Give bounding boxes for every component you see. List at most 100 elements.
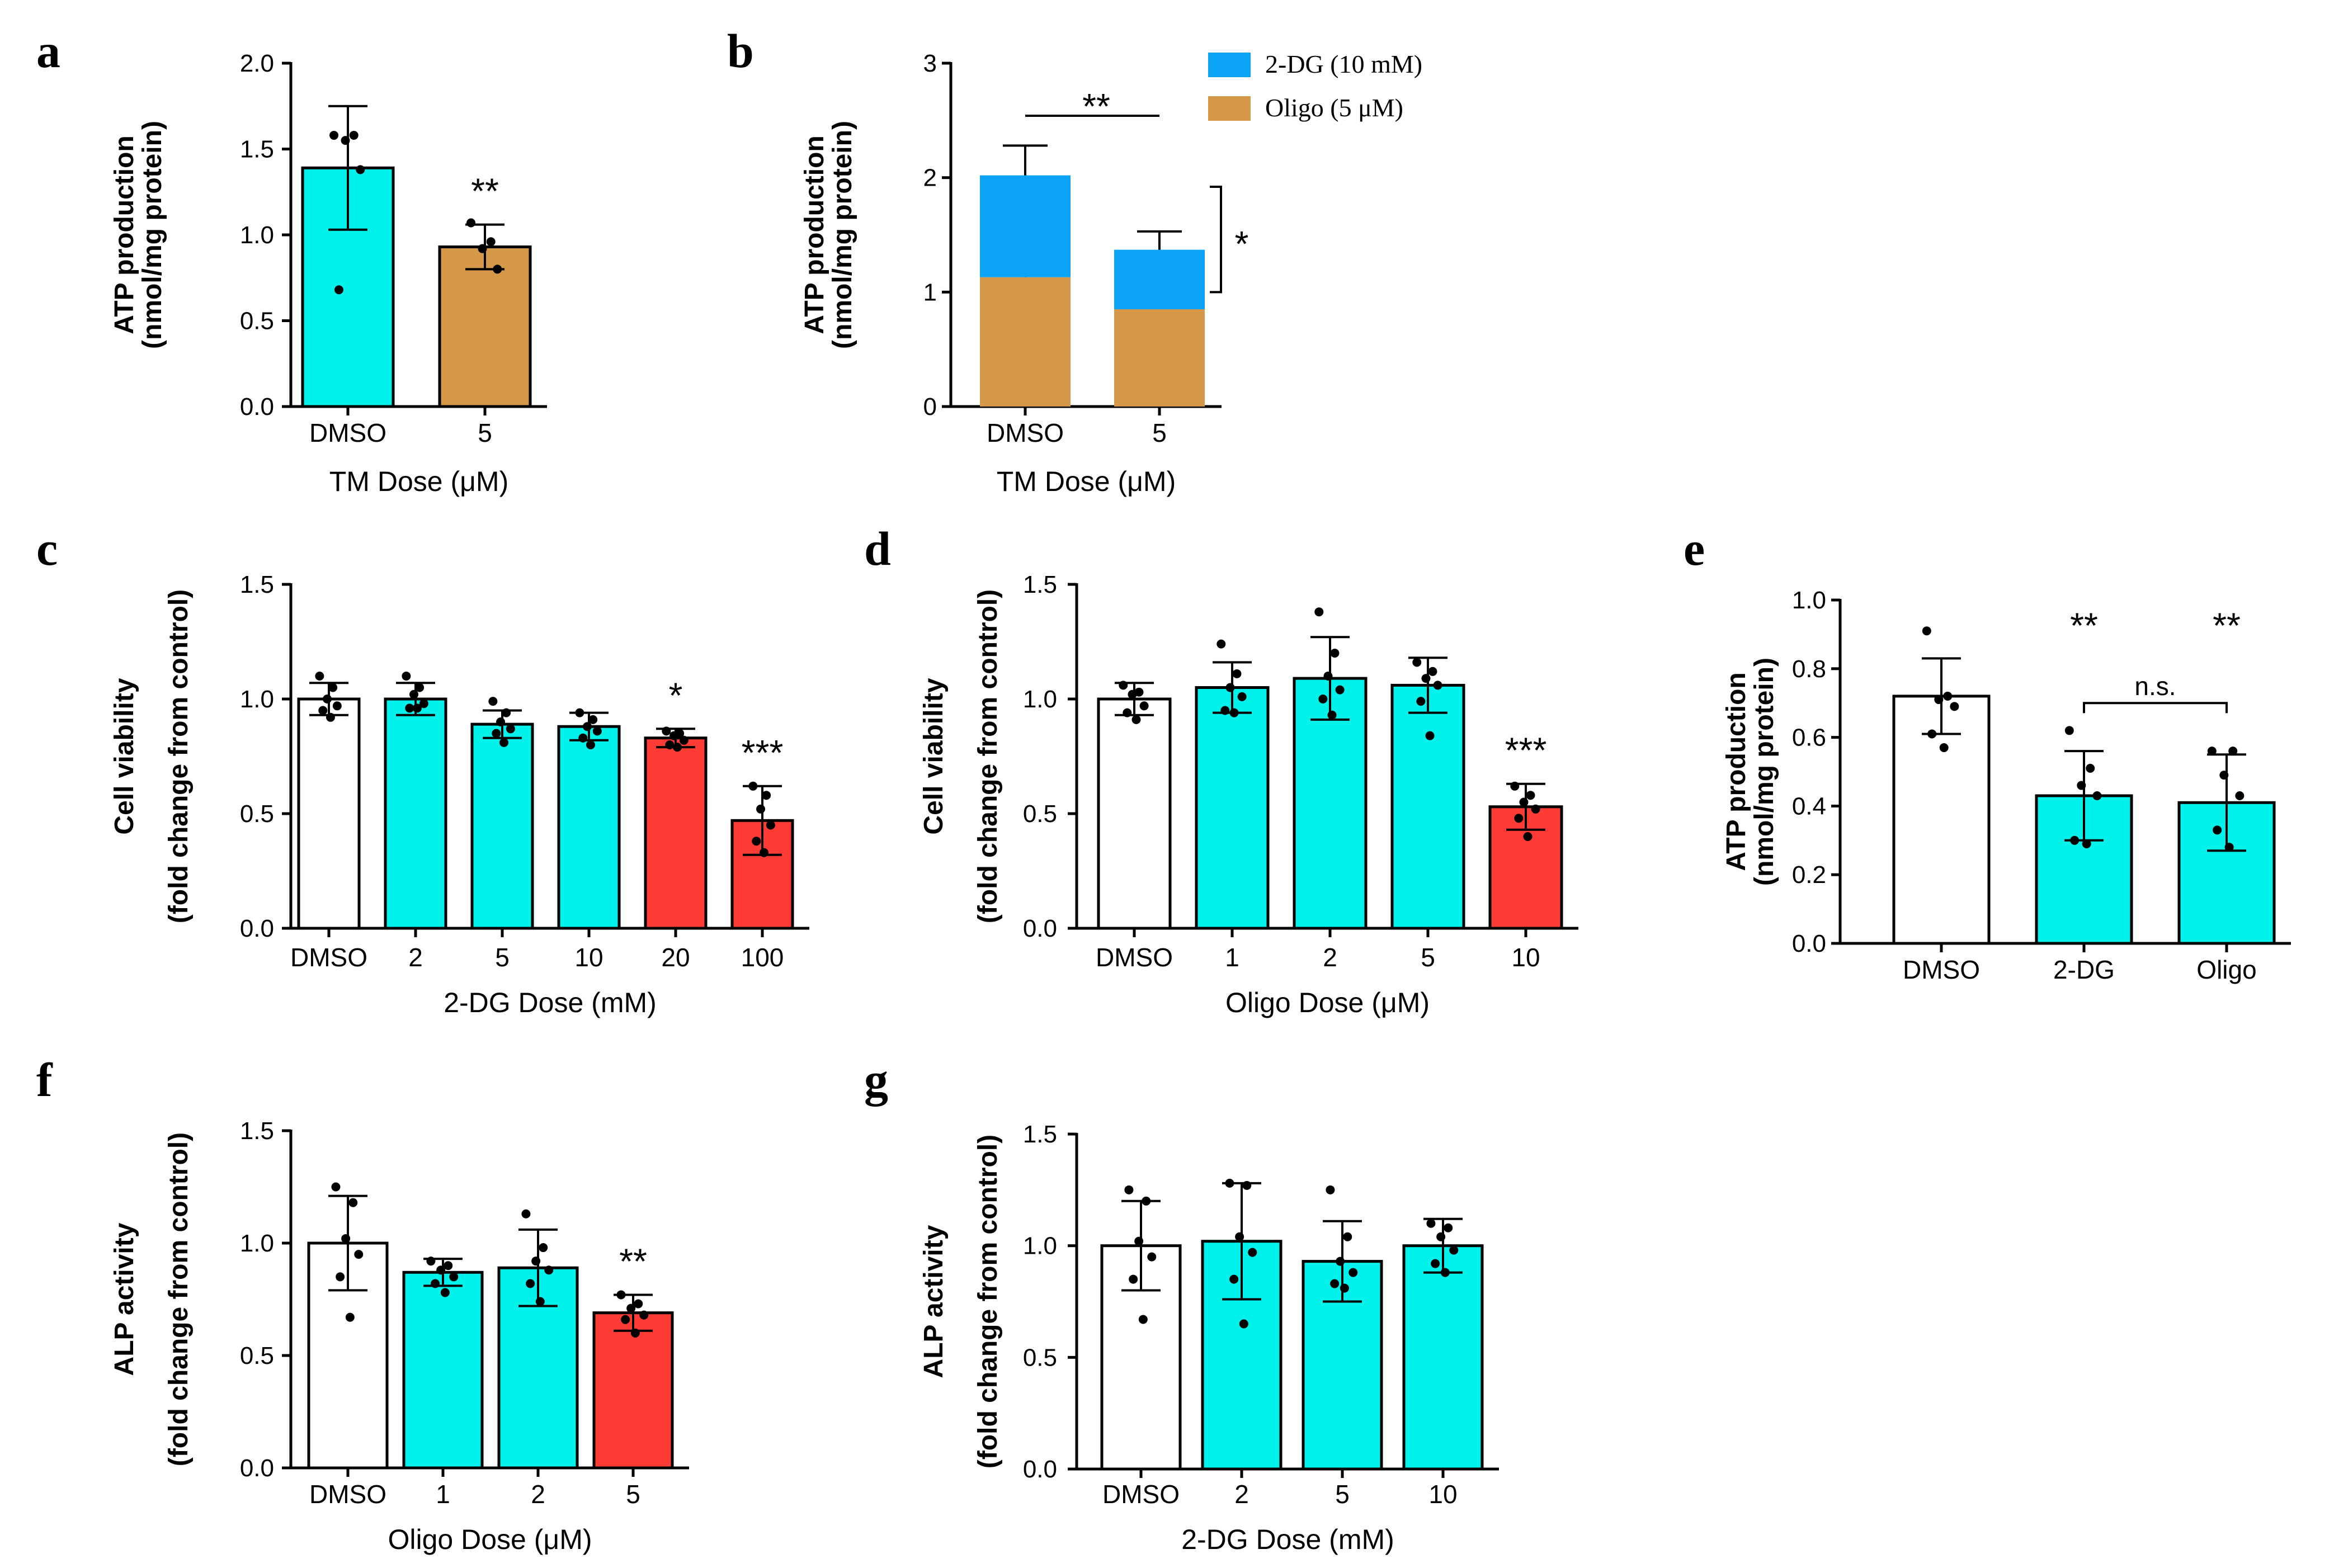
y-axis-title: Cell viability	[919, 678, 949, 834]
data-point	[2219, 771, 2229, 780]
data-point	[2064, 726, 2074, 735]
data-point	[1336, 1257, 1345, 1266]
x-tick-label: 2	[531, 1480, 545, 1509]
y-tick-label: 0.0	[1792, 930, 1826, 957]
y-tick-label: 1.5	[240, 571, 274, 598]
y-tick-label: 2	[923, 164, 937, 192]
data-point	[331, 1182, 341, 1192]
data-point	[578, 733, 588, 743]
data-point	[588, 715, 598, 724]
data-point	[348, 1198, 358, 1207]
data-point	[449, 1272, 459, 1282]
data-point	[1440, 1268, 1450, 1277]
bar	[384, 697, 447, 930]
bar	[1201, 1240, 1282, 1471]
x-tick-label: 20	[661, 943, 690, 972]
panel-e: e 0.0 0.2 0.4 0.6 0.8 1.0 ATP production(nmol/m…	[1684, 522, 2291, 984]
data-point	[2213, 825, 2222, 835]
data-point	[1519, 797, 1529, 807]
data-point	[466, 218, 476, 228]
data-point	[669, 731, 679, 740]
data-point	[1323, 672, 1333, 681]
y-axis-title: ALP activity	[110, 1222, 139, 1376]
data-point	[2228, 747, 2238, 756]
bar-segment	[980, 277, 1071, 407]
data-point	[436, 1265, 446, 1275]
data-point	[1216, 639, 1226, 649]
x-tick-label: DMSO	[1903, 955, 1980, 984]
x-tick-label: 2	[1323, 943, 1337, 972]
data-point	[478, 244, 487, 253]
y-tick-label: 1	[923, 278, 937, 306]
y-tick-label: 1.0	[1792, 587, 1826, 614]
data-point	[1237, 692, 1247, 701]
data-point	[1229, 1274, 1239, 1284]
y-tick-label: 0.5	[240, 800, 274, 828]
data-point	[323, 695, 332, 703]
x-tick-label: 1	[1225, 943, 1239, 972]
data-point	[1425, 731, 1435, 740]
data-point	[1326, 1185, 1335, 1194]
data-point	[544, 1265, 554, 1275]
data-point	[634, 1299, 643, 1309]
data-point	[1431, 1259, 1440, 1268]
y-axis-title: (nmol/mg protein)	[828, 121, 857, 349]
panel-letter: c	[36, 522, 58, 575]
data-point	[592, 726, 602, 736]
data-point	[1348, 1268, 1358, 1277]
x-axis-title: Oligo Dose (μM)	[388, 1524, 592, 1555]
significance-label: **	[471, 171, 499, 211]
y-axis-title: Cell viability	[110, 678, 139, 834]
data-point	[2082, 839, 2091, 848]
data-point	[341, 136, 350, 145]
data-point	[1426, 1218, 1436, 1228]
data-point	[2207, 747, 2217, 756]
data-point	[2070, 835, 2080, 845]
panel-letter: e	[1684, 522, 1705, 575]
data-point	[1138, 1315, 1148, 1324]
data-point	[502, 708, 511, 717]
data-point	[409, 689, 419, 699]
bar	[297, 697, 361, 930]
bar	[1390, 683, 1465, 930]
data-point	[345, 1312, 355, 1322]
panel-c: c 0.0 0.5 1.0 1.5 Cell viability (fold change …	[36, 522, 809, 1018]
y-tick-label: 0.5	[1023, 800, 1057, 828]
data-point	[539, 1243, 548, 1253]
data-point	[752, 837, 761, 846]
x-tick-label: DMSO	[1096, 943, 1173, 972]
x-tick-label: Oligo	[2196, 955, 2256, 984]
significance-label: **	[2070, 606, 2098, 646]
data-point	[1526, 791, 1535, 800]
x-tick-label: DMSO	[290, 943, 367, 972]
data-point	[349, 130, 359, 140]
bar	[1293, 677, 1368, 930]
y-tick-label: 0.5	[240, 1342, 274, 1369]
data-point	[405, 703, 414, 713]
bar-segment	[980, 175, 1071, 277]
y-axis-title: (nmol/mg protein)	[138, 121, 167, 349]
data-point	[762, 791, 771, 800]
significance-label: **	[2213, 606, 2241, 646]
data-point	[419, 699, 428, 709]
panel-letter: f	[36, 1053, 53, 1107]
data-point	[1242, 1180, 1252, 1190]
data-point	[354, 1250, 364, 1259]
data-point	[1225, 683, 1235, 692]
data-point	[1416, 697, 1426, 706]
data-point	[1229, 708, 1239, 717]
significance-label: **	[1082, 86, 1110, 126]
data-point	[1131, 715, 1141, 724]
y-axis-title: ALP activity	[919, 1225, 949, 1378]
panel-letter: d	[864, 522, 891, 575]
x-tick-label: 5	[495, 943, 510, 972]
significance-label: *	[669, 675, 683, 715]
data-point	[412, 703, 422, 713]
data-point	[492, 729, 501, 738]
side-bracket	[1210, 186, 1222, 294]
y-tick-label: 0.4	[1792, 792, 1826, 820]
data-point	[402, 672, 411, 681]
data-point	[1523, 832, 1533, 841]
y-axis-title: (nmol/mg protein)	[1750, 658, 1779, 886]
